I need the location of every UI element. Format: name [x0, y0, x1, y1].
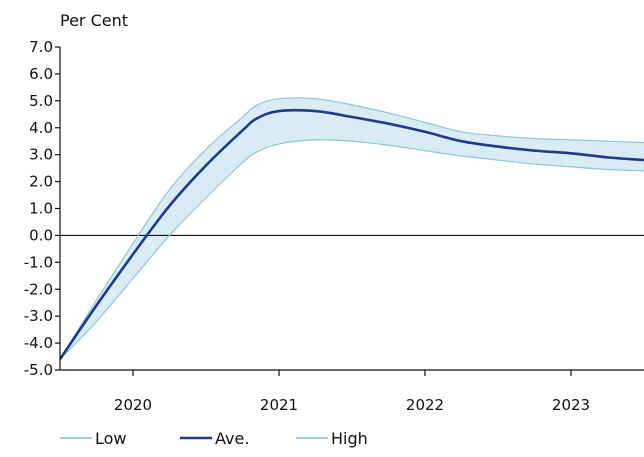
y-tick-label: 6.0 [29, 65, 53, 83]
y-axis: 7.0 6.0 5.0 4.0 3.0 2.0 1.0 0.0 -1.0 -2.0 -3.0 -4.0… [24, 38, 61, 379]
y-tick-label: -4.0 [24, 334, 53, 352]
legend-label: Low [95, 429, 127, 448]
legend: Low Ave. High [60, 429, 368, 448]
legend-item-ave: Ave. [180, 429, 249, 448]
series-line-low [59, 139, 644, 360]
y-axis-label: Per Cent [60, 11, 128, 30]
y-tick-label: -5.0 [24, 361, 53, 379]
x-axis: 2020 2021 2022 2023 [60, 369, 644, 414]
series-line-ave [58, 108, 644, 360]
forecast-band [60, 97, 644, 360]
y-tick-label: 3.0 [29, 146, 53, 164]
y-tick-label: 7.0 [29, 38, 53, 56]
legend-item-low: Low [60, 429, 127, 448]
y-tick-label: 2.0 [29, 173, 53, 191]
y-tick-label: 5.0 [29, 92, 53, 110]
y-tick-label: -1.0 [24, 253, 53, 271]
legend-label: High [331, 429, 368, 448]
y-tick-label: 1.0 [29, 200, 53, 218]
y-tick-label: 4.0 [29, 119, 53, 137]
y-tick-label: -3.0 [24, 307, 53, 325]
legend-label: Ave. [215, 429, 249, 448]
plot-area [58, 97, 644, 360]
x-tick-label: 2022 [406, 396, 444, 414]
y-tick-label: 0.0 [29, 226, 53, 244]
series-line-high [59, 97, 644, 360]
x-tick-label: 2021 [260, 396, 298, 414]
legend-item-high: High [296, 429, 368, 448]
y-tick-label: -2.0 [24, 280, 53, 298]
x-tick-label: 2020 [114, 396, 152, 414]
x-tick-label: 2023 [552, 396, 590, 414]
